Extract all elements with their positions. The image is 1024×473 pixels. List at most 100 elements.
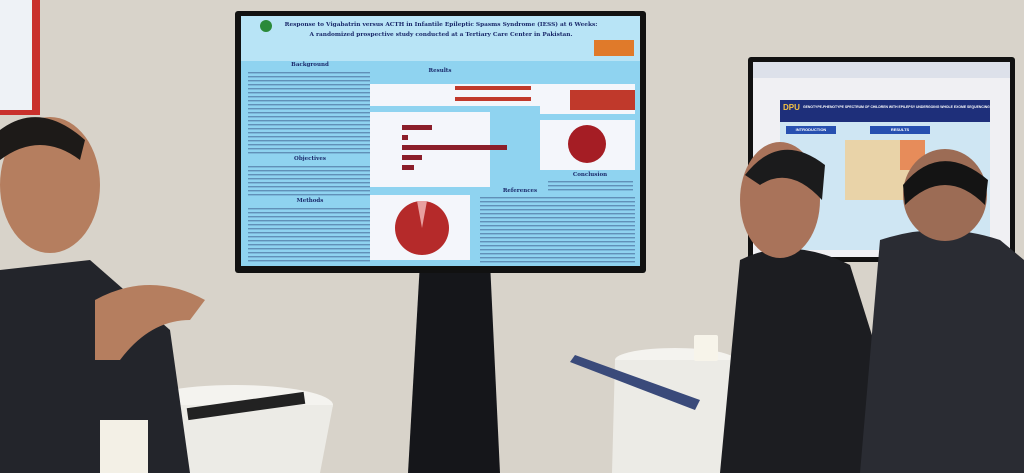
person-left-hand [95, 285, 205, 360]
poster-text-line [480, 225, 635, 227]
poster-header [241, 16, 640, 61]
poster-text-line [248, 260, 370, 262]
poster-text-line [248, 232, 370, 234]
poster-text-line [248, 224, 370, 226]
poster-text-line [248, 104, 370, 106]
poster-text-line [248, 136, 370, 138]
poster-section-heading: Objectives [294, 156, 326, 162]
poster-logo [260, 20, 272, 32]
poster-section-heading: References [503, 188, 537, 194]
poster-text-line [248, 124, 370, 126]
poster-subtitle: A randomized prospective study conducted… [308, 32, 572, 38]
poster-text-line [480, 201, 635, 203]
poster-text-line [248, 256, 370, 258]
right-heading-box [786, 126, 836, 134]
poster-text-line [248, 240, 370, 242]
right-heading: INTRODUCTION [796, 127, 827, 132]
right-poster-header [780, 100, 990, 122]
right-logo: DPU [783, 103, 800, 112]
poster-text-line [248, 80, 370, 82]
poster-text-line [548, 181, 633, 183]
keyboard [186, 391, 306, 421]
poster-text-line [248, 88, 370, 90]
poster-bar [402, 155, 422, 160]
poster-text-line [248, 84, 370, 86]
poster-text-line [248, 174, 370, 176]
poster-text-line [548, 185, 633, 187]
poster-text-line [480, 197, 635, 199]
poster-text-line [248, 190, 370, 192]
poster-logo-right [594, 40, 634, 56]
poster-text-line [480, 205, 635, 207]
poster-text-line [480, 257, 635, 259]
poster-text-line [248, 76, 370, 78]
poster-text-line [248, 208, 370, 210]
poster-text-line [248, 72, 370, 74]
poster-text-line [480, 245, 635, 247]
poster-pie-slice [417, 201, 427, 228]
clipboard [570, 355, 700, 410]
poster-text-line [248, 96, 370, 98]
poster-text-line [248, 212, 370, 214]
poster-text-line [480, 213, 635, 215]
poster-text-line [248, 152, 370, 154]
poster-text-line [480, 237, 635, 239]
poster-text-line [480, 229, 635, 231]
person-center-hair [745, 149, 825, 200]
poster-text-line [248, 140, 370, 142]
poster-text-line [248, 112, 370, 114]
poster-bar [402, 125, 432, 130]
poster-text-line [248, 220, 370, 222]
poster-table-bar [455, 97, 531, 101]
poster-text-line [248, 248, 370, 250]
poster-table-bar [455, 86, 531, 90]
poster-text-line [480, 209, 635, 211]
right-heading-box [870, 126, 930, 134]
poster-text-line [248, 144, 370, 146]
poster-text-line [248, 92, 370, 94]
poster-text-line [248, 178, 370, 180]
poster-pie [568, 125, 606, 163]
poster-text-line [248, 194, 370, 196]
stand [408, 262, 500, 473]
poster-text-line [248, 252, 370, 254]
poster-text-line [480, 261, 635, 263]
poster-bar [402, 165, 414, 170]
poster-text-line [248, 100, 370, 102]
poster-text-line [480, 249, 635, 251]
poster-text-line [480, 253, 635, 255]
browser-bar [753, 62, 1010, 78]
poster-text-line [248, 182, 370, 184]
poster-text-line [248, 216, 370, 218]
person-right-hair [903, 161, 988, 205]
right-title: GENOTYPE-PHENOTYPE SPECTRUM OF CHILDREN … [803, 105, 990, 109]
left-edge-screen-face [0, 0, 32, 110]
person-right-suit [860, 230, 1024, 473]
poster-text-line [480, 217, 635, 219]
poster-text-line [480, 233, 635, 235]
poster-section-heading: Methods [297, 198, 324, 204]
poster-body-lines: Background Objectives Methods Results Conclu… [248, 62, 635, 263]
cup [694, 335, 718, 361]
poster-text-line [248, 244, 370, 246]
poster-title: Response to Vigabatrin versus ACTH in In… [285, 21, 598, 28]
poster-table-fill [570, 90, 635, 110]
poster-section-heading: Conclusion [573, 172, 607, 178]
poster-text-line [248, 128, 370, 130]
poster-text-line [248, 170, 370, 172]
poster-text-line [480, 241, 635, 243]
poster-text-line [548, 189, 633, 191]
poster-text-line [248, 108, 370, 110]
poster-text-line [248, 236, 370, 238]
poster-bar [402, 135, 408, 140]
poster-section-heading: Results [429, 68, 452, 74]
right-heading: RESULTS [891, 127, 910, 132]
poster-bar [402, 145, 507, 150]
person-left-hair [0, 117, 85, 160]
poster-text-line [248, 116, 370, 118]
poster-text-line [248, 120, 370, 122]
poster-text-line [248, 186, 370, 188]
poster-text-line [248, 166, 370, 168]
